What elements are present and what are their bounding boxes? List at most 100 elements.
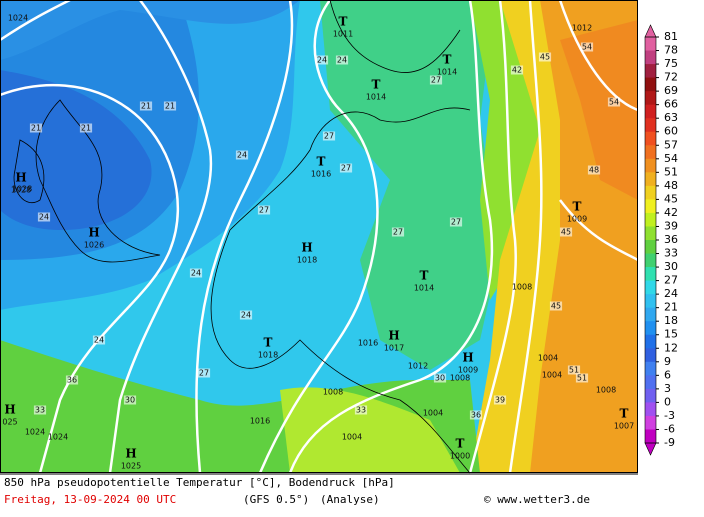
isotherm-label-bg (607, 97, 621, 107)
pressure-center-value: 1014 (366, 93, 386, 102)
isotherm-label: 21 (31, 124, 41, 133)
hot-core (560, 20, 638, 200)
isotherm-label: 27 (341, 164, 351, 173)
pressure-center-value: 1009 (458, 366, 478, 375)
isobar-label: 1024 (25, 428, 45, 437)
isotherm-label-bg (315, 55, 329, 65)
colorbar-tick-label: 0 (664, 395, 671, 408)
isotherm-label: 24 (94, 336, 104, 345)
isotherm (0, 83, 179, 474)
isotherm-label-bg (575, 373, 589, 383)
colorbar-segment (645, 294, 656, 309)
isotherm-label-bg (29, 123, 43, 133)
isotherm-label-bg (239, 310, 253, 320)
colorbar-tick-label: 21 (664, 301, 678, 314)
isotherm (108, 0, 213, 474)
colorbar-top-cap (644, 24, 657, 38)
isobar-label: 1004 (342, 433, 362, 442)
colorbar-segment (645, 64, 656, 79)
isotherm-label: 51 (577, 374, 587, 383)
isotherm (195, 0, 294, 474)
isotherm (558, 0, 639, 112)
pressure-center-value: 1018 (297, 256, 317, 265)
colorbar-segment (645, 361, 656, 376)
pressure-center-value: 1007 (614, 422, 634, 431)
isobar-label: 1024 (8, 14, 28, 23)
isotherm-label-bg (235, 150, 249, 160)
colorbar-segment (645, 77, 656, 92)
colorbar-segment (645, 280, 656, 295)
colorbar-tick-label: 60 (664, 125, 678, 138)
colorbar-tick-label: 27 (664, 274, 678, 287)
isotherm-label: 30 (435, 374, 445, 383)
pressure-center-value: 1014 (437, 68, 457, 77)
colorbar-tick-label: 81 (664, 30, 678, 43)
isotherm-label-bg (587, 165, 601, 175)
colorbar-tick-label: 57 (664, 138, 678, 151)
pressure-center-letter: H (15, 171, 26, 185)
isotherm-label: 27 (199, 369, 209, 378)
isobar-label: 1028 (12, 185, 32, 194)
map-frame (0, 0, 638, 473)
isotherm-label: 24 (317, 56, 327, 65)
isotherm-label: 24 (241, 311, 251, 320)
isotherm (288, 0, 494, 474)
colorbar-segment (645, 240, 656, 255)
isobar-label: 1016 (358, 339, 378, 348)
isotherm-label-bg (65, 375, 79, 385)
pressure-center-value: 1025 (121, 462, 141, 471)
pressure-center-letter: H (125, 447, 136, 461)
footer-copyright: © www.wetter3.de (484, 493, 590, 506)
pressure-center-letter: T (573, 200, 582, 214)
isotherm-label-bg (493, 395, 507, 405)
isobar-label: 1024 (48, 433, 68, 442)
isotherm-label-bg (449, 217, 463, 227)
colorbar-bottom-cap (644, 442, 657, 456)
colorbar-tick-label: 39 (664, 219, 678, 232)
isotherm-label: 24 (39, 213, 49, 222)
coastlines (13, 0, 471, 474)
colorbar-segment (645, 185, 656, 200)
isotherm-label-bg (510, 65, 524, 75)
isotherm-label: 45 (561, 228, 571, 237)
isotherm-label-bg (429, 75, 443, 85)
isotherm-label: 54 (582, 43, 592, 52)
pressure-center-value: 1018 (258, 351, 278, 360)
isotherm (468, 0, 517, 474)
pressure-center-letter: H (88, 226, 99, 240)
isotherm-label: 24 (237, 151, 247, 160)
colorbar-segment (645, 429, 656, 444)
isotherm-label-bg (433, 373, 447, 383)
isotherm-label: 27 (259, 206, 269, 215)
isotherm-label: 27 (431, 76, 441, 85)
colorbar-segment (645, 307, 656, 322)
pressure-center-value: 1000 (450, 452, 470, 461)
isobar-label: 1012 (408, 362, 428, 371)
isotherm-label-bg (339, 163, 353, 173)
isotherm-label-bg (322, 131, 336, 141)
isotherm-label-bg (123, 395, 137, 405)
isotherm-label: 33 (356, 406, 366, 415)
isobar-label: 1008 (512, 283, 532, 292)
pressure-center-letter: H (301, 241, 312, 255)
colorbar-tick-label: 15 (664, 328, 678, 341)
colorbar-segment (645, 172, 656, 187)
isotherm-label: 51 (569, 366, 579, 375)
isotherm-label: 21 (81, 124, 91, 133)
pressure-center-letter: T (339, 15, 348, 29)
isotherm-label-bg (257, 205, 271, 215)
isotherm-label-bg (37, 212, 51, 222)
isotherm-label: 45 (551, 302, 561, 311)
pressure-center-letter: T (317, 155, 326, 169)
pressure-center-letter: T (264, 336, 273, 350)
isotherm (0, 0, 71, 42)
isotherm-label: 30 (125, 396, 135, 405)
colorbar: 8178757269666360575451484542393633302724… (644, 24, 678, 456)
isotherms (0, 0, 639, 474)
isotherm-label-bg (79, 123, 93, 133)
pressure-center-value: 1014 (414, 284, 434, 293)
colorbar-segment (645, 37, 656, 52)
colorbar-segment (645, 158, 656, 173)
